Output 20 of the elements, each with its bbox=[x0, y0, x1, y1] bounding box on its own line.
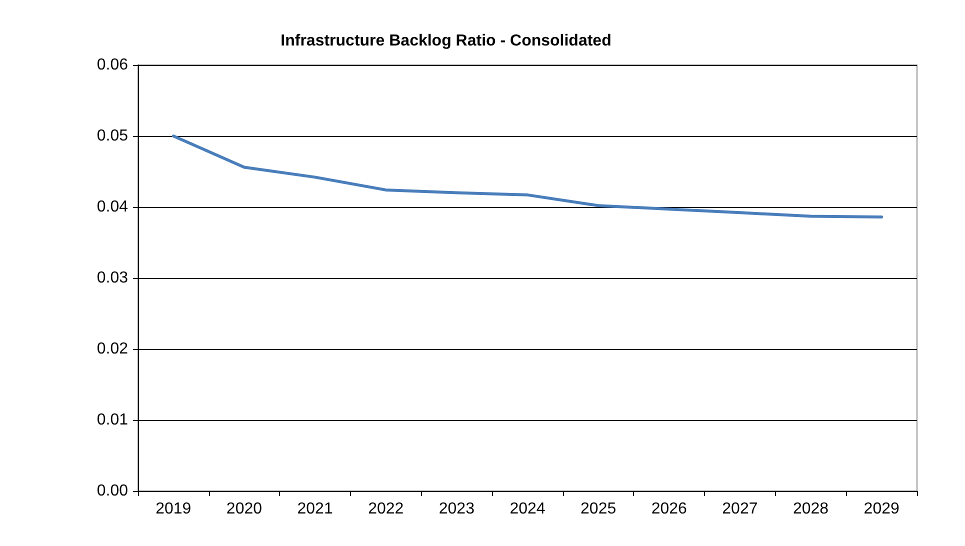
y-tick-label: 0.05 bbox=[96, 128, 128, 144]
x-tick-label: 2029 bbox=[864, 500, 900, 518]
y-tick-label: 0.02 bbox=[96, 340, 128, 358]
x-tick-label: 2022 bbox=[368, 500, 404, 518]
y-tick-label: 0.03 bbox=[96, 270, 128, 286]
x-tick-label: 2027 bbox=[722, 500, 758, 518]
y-tick-label: 0.00 bbox=[96, 482, 128, 500]
x-tick-label: 2021 bbox=[297, 500, 333, 518]
x-tick-label: 2024 bbox=[510, 500, 546, 518]
y-tick-label: 0.06 bbox=[96, 56, 128, 74]
y-tick-label: 0.04 bbox=[96, 198, 128, 216]
line-series bbox=[172, 134, 884, 218]
x-tick-label: 2023 bbox=[438, 500, 475, 518]
x-tick-label: 2020 bbox=[226, 500, 262, 518]
x-tick-label: 2026 bbox=[651, 500, 688, 518]
chart-title: Infrastructure Backlog Ratio - Consolidated bbox=[280, 32, 612, 50]
x-tick-label: 2025 bbox=[580, 500, 616, 518]
y-tick-label: 0.01 bbox=[96, 412, 128, 428]
x-tick-label: 2019 bbox=[156, 500, 192, 518]
x-tick-label: 2028 bbox=[792, 500, 829, 518]
